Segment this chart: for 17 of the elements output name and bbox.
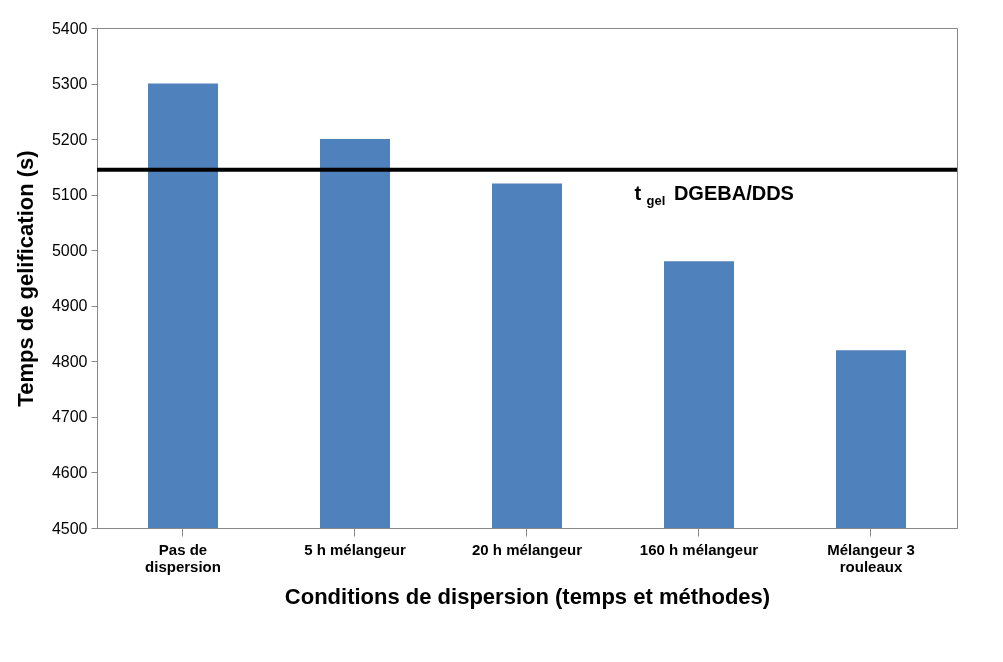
y-tick-label: 4800: [51, 352, 88, 370]
y-tick-label: 5200: [51, 130, 88, 148]
y-axis-title: Temps de gelification (s): [12, 150, 38, 407]
y-tick-label: 5000: [51, 241, 88, 259]
x-tick-label: Pas de dispersion: [145, 540, 221, 575]
y-tick-label: 4900: [51, 297, 88, 315]
y-tick-label: 4500: [51, 519, 88, 537]
x-tick-label: 160 h mélangeur: [639, 540, 759, 558]
y-tick-label: 4600: [51, 463, 88, 481]
x-tick-label: 5 h mélangeur: [304, 540, 407, 558]
y-tick-label: 5300: [51, 75, 88, 93]
y-tick-label: 5100: [51, 186, 88, 204]
x-tick-label: 20 h mélangeur: [471, 540, 583, 558]
x-axis-title: Conditions de dispersion (temps et méthodes): [284, 583, 771, 609]
x-tick-label: Mélangeur 3 rouleaux: [827, 540, 915, 575]
y-tick-label: 4700: [51, 408, 88, 426]
y-tick-label: 5400: [51, 19, 88, 37]
